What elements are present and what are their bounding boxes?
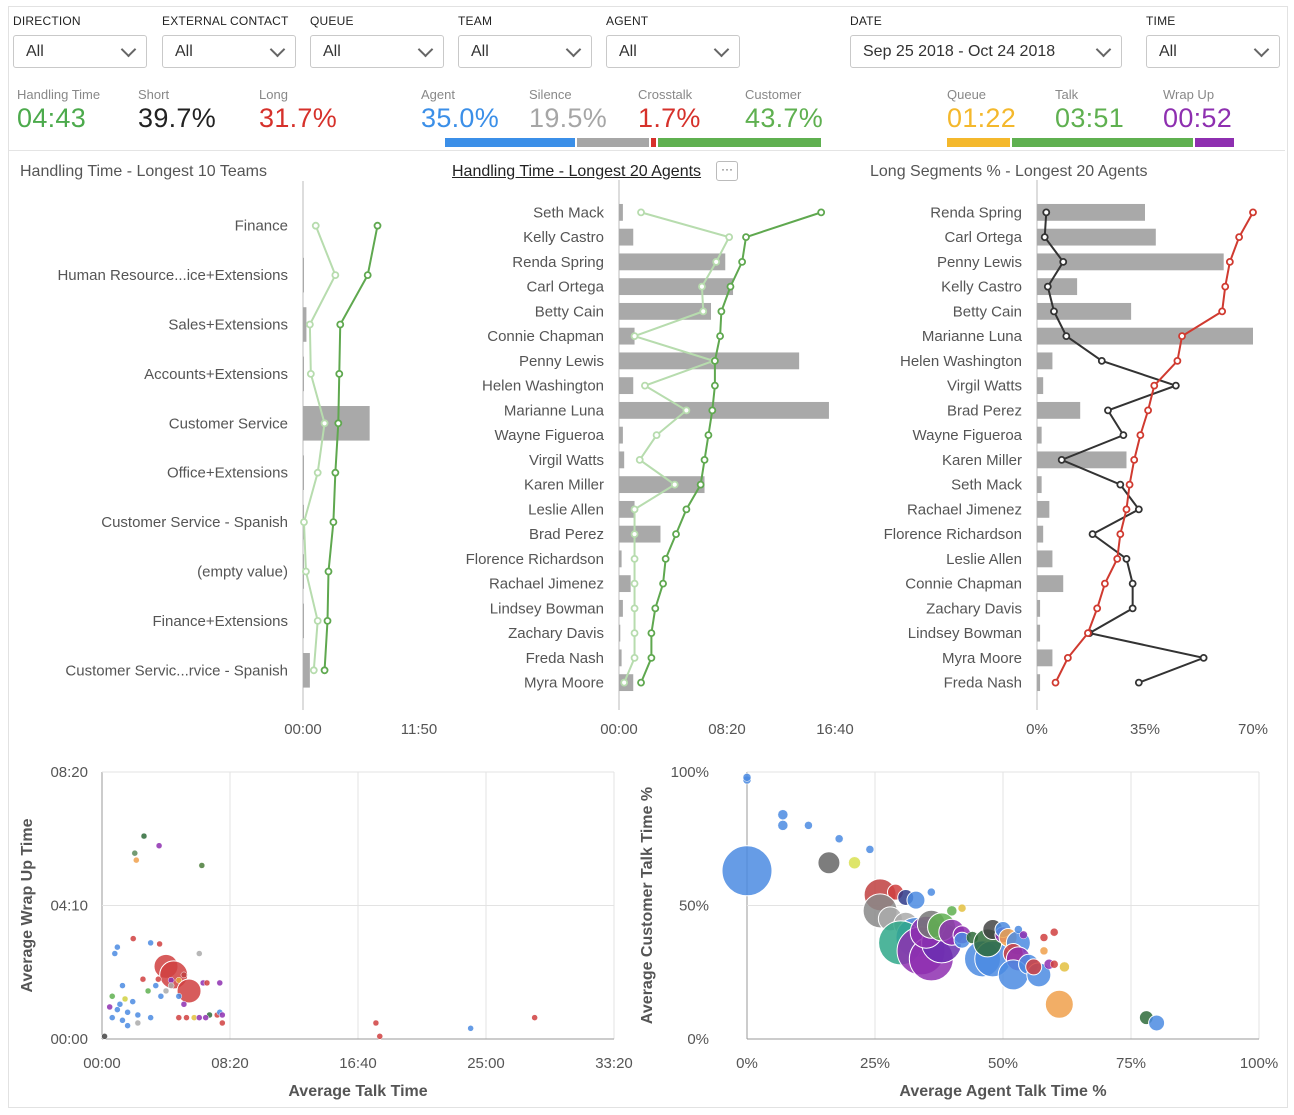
time-split-talk-segment — [1011, 138, 1193, 147]
teams-chart-title: Handling Time - Longest 10 Teams — [20, 163, 267, 180]
metric-wrapup-label: Wrap Up — [1163, 87, 1215, 102]
metric-wrapup-value: 00:52 — [1163, 103, 1233, 133]
metric-agent-value: 35.0% — [421, 103, 500, 133]
filter-queue-value: All — [323, 42, 341, 60]
filter-direction: DIRECTION All — [13, 14, 147, 68]
metric-queue-label: Queue — [947, 87, 987, 102]
metric-short-value: 39.7% — [138, 103, 217, 133]
metric-crosstalk-label: Crosstalk — [638, 87, 693, 102]
metric-long-value: 31.7% — [259, 103, 338, 133]
talk-split-silence-segment — [577, 138, 650, 147]
metric-silence-value: 19.5% — [529, 103, 608, 133]
filter-agent-dropdown[interactable]: All — [606, 35, 740, 68]
filter-agent-value: All — [619, 42, 637, 60]
long-chart-title: Long Segments % - Longest 20 Agents — [870, 163, 1148, 180]
metric-long-label: Long — [259, 87, 288, 102]
chevron-down-icon — [565, 41, 582, 57]
metric-handling-value: 04:43 — [17, 103, 87, 133]
filter-direction-value: All — [26, 42, 44, 60]
metric-agent-label: Agent — [421, 87, 455, 102]
filter-external-value: All — [175, 42, 193, 60]
filter-date-label: DATE — [850, 14, 882, 28]
time-split-queue-segment — [947, 138, 1010, 147]
filter-external-dropdown[interactable]: All — [162, 35, 296, 68]
metric-queue: Queue 01:22 — [947, 87, 1016, 134]
filter-date-dropdown[interactable]: Sep 25 2018 - Oct 24 2018 — [850, 35, 1122, 68]
more-options-button[interactable]: ··· — [716, 161, 738, 181]
filter-agent-label: AGENT — [606, 14, 649, 28]
chevron-down-icon — [1095, 41, 1112, 57]
metric-handling-label: Handling Time — [17, 87, 101, 102]
filter-time-label: TIME — [1146, 14, 1176, 28]
metric-silence: Silence 19.5% — [529, 87, 607, 134]
time-split-wrap-up-segment — [1194, 138, 1234, 147]
metric-talk-label: Talk — [1055, 87, 1079, 102]
metric-crosstalk-value: 1.7% — [638, 103, 701, 133]
metric-silence-label: Silence — [529, 87, 572, 102]
chevron-down-icon — [120, 41, 137, 57]
chevron-down-icon — [1253, 41, 1270, 57]
filter-time: TIME All — [1146, 14, 1280, 68]
metric-wrapup: Wrap Up 00:52 — [1163, 87, 1232, 134]
filter-agent: AGENT All — [606, 14, 740, 68]
filter-date-value: Sep 25 2018 - Oct 24 2018 — [863, 42, 1056, 60]
filter-direction-label: DIRECTION — [13, 14, 81, 28]
filter-date: DATE Sep 25 2018 - Oct 24 2018 — [850, 14, 1122, 68]
metric-agent: Agent 35.0% — [421, 87, 499, 134]
filter-queue-dropdown[interactable]: All — [310, 35, 444, 68]
metric-short: Short 39.7% — [138, 87, 216, 134]
agents-chart-title[interactable]: Handling Time - Longest 20 Agents — [452, 163, 702, 180]
filter-team: TEAM All — [458, 14, 592, 68]
metric-short-label: Short — [138, 87, 170, 102]
header-divider — [9, 150, 1285, 151]
filter-time-dropdown[interactable]: All — [1146, 35, 1280, 68]
metric-queue-value: 01:22 — [947, 103, 1017, 133]
filter-external-label: EXTERNAL CONTACT — [162, 14, 289, 28]
chevron-down-icon — [417, 41, 434, 57]
filter-team-dropdown[interactable]: All — [458, 35, 592, 68]
metric-talk-value: 03:51 — [1055, 103, 1125, 133]
filter-queue-label: QUEUE — [310, 14, 354, 28]
filter-direction-dropdown[interactable]: All — [13, 35, 147, 68]
metric-customer: Customer 43.7% — [745, 87, 823, 134]
chevron-down-icon — [269, 41, 286, 57]
filter-team-value: All — [471, 42, 489, 60]
filter-time-value: All — [1159, 42, 1177, 60]
filter-queue: QUEUE All — [310, 14, 444, 68]
metric-customer-value: 43.7% — [745, 103, 824, 133]
metric-talk: Talk 03:51 — [1055, 87, 1124, 134]
metric-customer-label: Customer — [745, 87, 802, 102]
filter-external: EXTERNAL CONTACT All — [162, 14, 296, 68]
talk-split-customer-segment — [657, 138, 821, 147]
metric-crosstalk: Crosstalk 1.7% — [638, 87, 701, 134]
talk-split-crosstalk-segment — [651, 138, 656, 147]
metric-long: Long 31.7% — [259, 87, 337, 134]
metric-handling: Handling Time 04:43 — [17, 87, 100, 134]
filter-team-label: TEAM — [458, 14, 493, 28]
chevron-down-icon — [713, 41, 730, 57]
talk-split-agent-segment — [445, 138, 576, 147]
